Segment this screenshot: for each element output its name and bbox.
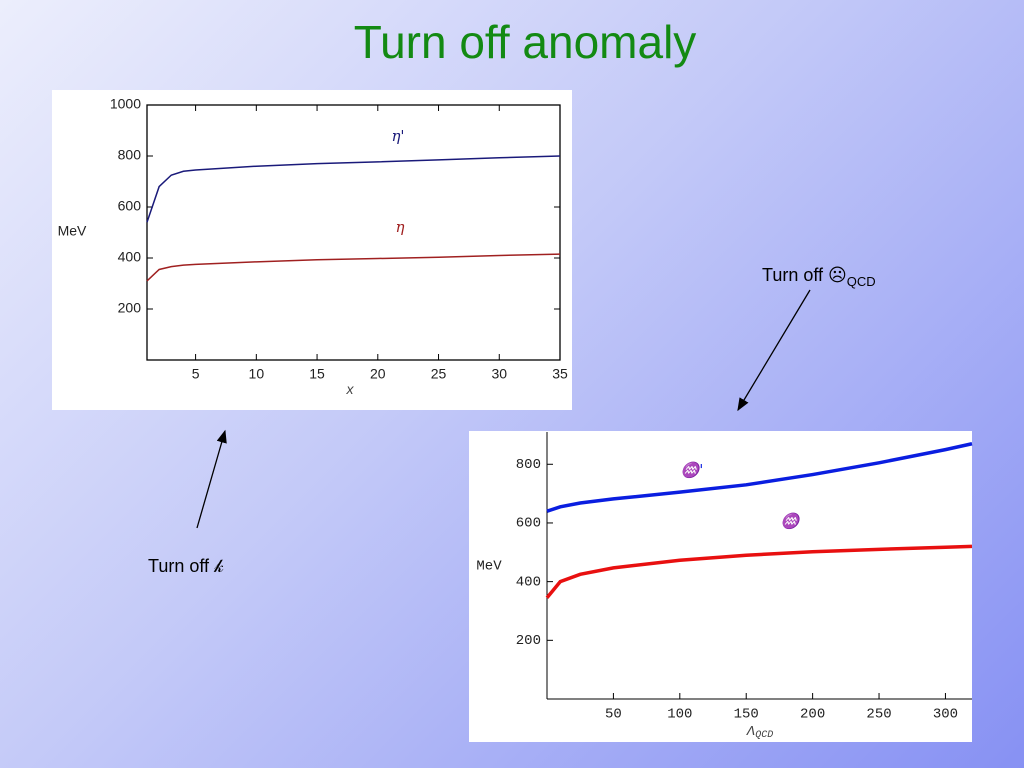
- x-tick-label: 300: [933, 707, 958, 723]
- y-tick-label: 600: [118, 198, 142, 214]
- series-line: [545, 544, 973, 599]
- y-tick-label: 1000: [110, 96, 141, 112]
- series-line: [546, 442, 973, 513]
- series-line: [146, 253, 561, 282]
- y-tick-label: 200: [516, 633, 541, 649]
- y-tick-label: 200: [118, 300, 142, 316]
- x-tick-label: 250: [866, 707, 891, 723]
- series-label: ♒': [681, 461, 704, 479]
- y-axis-label: MeV: [476, 559, 502, 575]
- x-tick-label: 35: [552, 366, 568, 382]
- x-tick-label: 30: [491, 366, 507, 382]
- y-tick-label: 800: [118, 147, 142, 163]
- x-tick-label: 15: [309, 366, 325, 382]
- y-axis-label: MeV: [58, 223, 87, 239]
- y-tick-label: 800: [516, 457, 541, 473]
- chart: 200 400 600 800 50 100 150 200 250 300 MeV ΛQCD ♒' ♒: [476, 432, 973, 741]
- x-axis-label-text: x: [346, 381, 355, 397]
- x-tick-label: 25: [431, 366, 447, 382]
- x-tick-label: 200: [800, 707, 825, 723]
- x-axis-label-text: Λ: [746, 724, 755, 740]
- x-tick-label: 50: [605, 707, 622, 723]
- x-tick-label: 5: [192, 366, 200, 382]
- x-axis-label: ΛQCD: [746, 724, 773, 741]
- annotation-sub: QCD: [847, 274, 876, 289]
- y-tick-label: 400: [516, 574, 541, 590]
- x-axis-label: x: [346, 381, 355, 397]
- series-label: η: [396, 218, 405, 236]
- series-line: [146, 155, 561, 223]
- x-tick-label: 100: [667, 707, 692, 723]
- y-tick-label: 400: [118, 249, 142, 265]
- series-label: ♒: [781, 512, 803, 530]
- annotation: Turn off ☹QCD: [762, 265, 876, 290]
- chart: 200 400 600 800 1000 5 10 15 20 25 30 35 MeV x η' η: [58, 96, 568, 397]
- annotation-text: Turn off ☹: [762, 265, 847, 285]
- slide-title: Turn off anomaly: [354, 16, 697, 68]
- arrow: [196, 429, 227, 529]
- plot-frame: [146, 104, 561, 361]
- chart-panel: [469, 431, 972, 742]
- chart-panel: [52, 90, 572, 410]
- x-tick-label: 10: [249, 366, 265, 382]
- x-axis-label-sub: QCD: [755, 730, 773, 741]
- series-label: η': [391, 127, 404, 145]
- y-tick-label: 600: [516, 516, 541, 532]
- x-tick-label: 20: [370, 366, 386, 382]
- x-tick-label: 150: [734, 707, 759, 723]
- annotation: Turn off 𝓀: [148, 556, 224, 576]
- arrow: [737, 289, 811, 412]
